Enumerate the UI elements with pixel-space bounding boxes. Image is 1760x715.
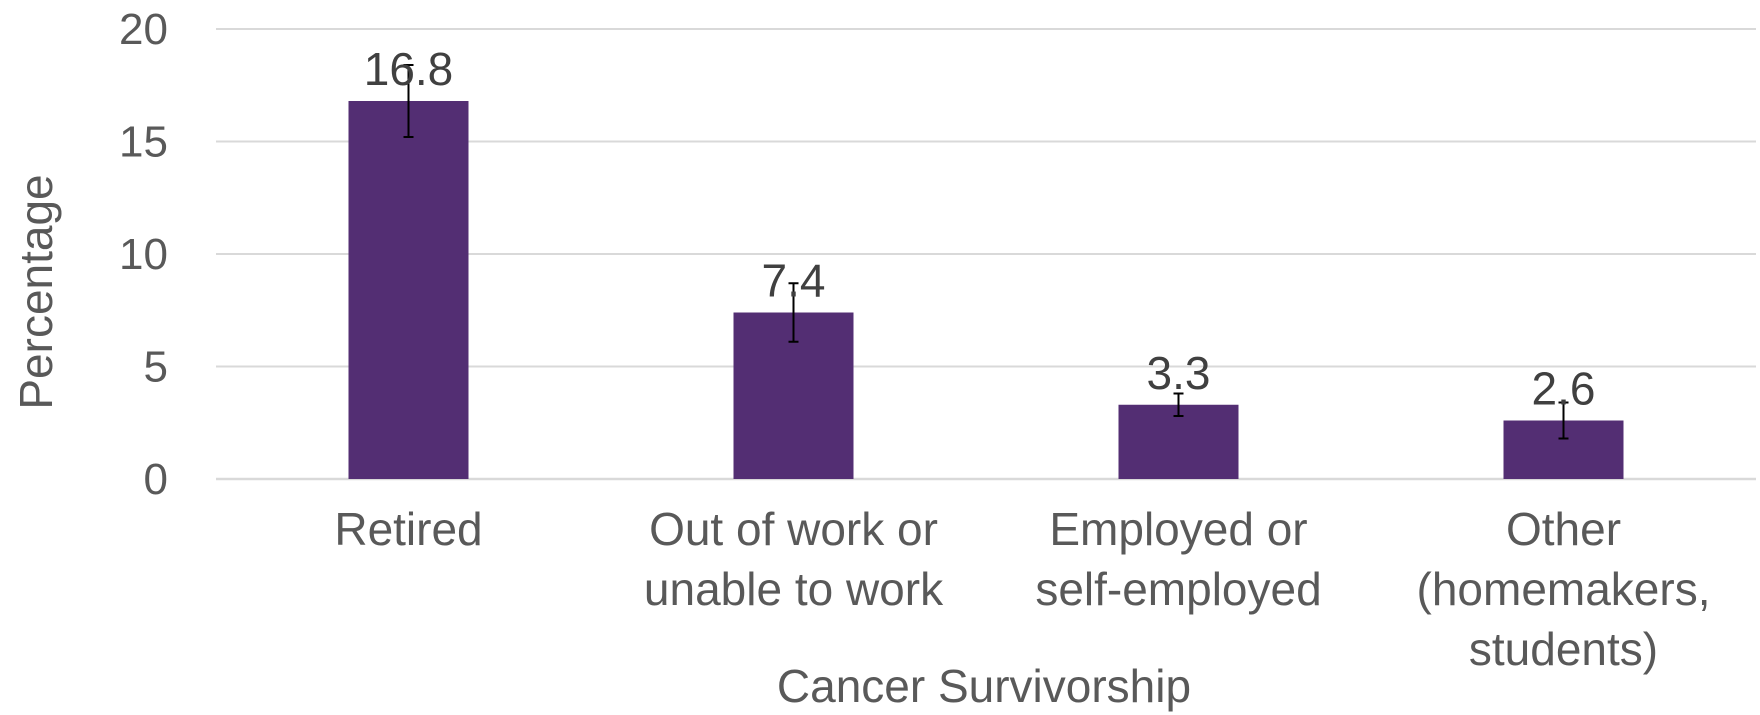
x-category-label: Out of work or [649, 503, 938, 555]
x-axis-title: Cancer Survivorship [777, 660, 1191, 712]
data-labels: 16.8 7.4 3.3 2.6 [364, 43, 1596, 415]
data-label: 3.3 [1147, 347, 1211, 399]
bar [1118, 404, 1239, 479]
error-bar [1173, 392, 1184, 417]
data-label: 2.6 [1532, 363, 1596, 415]
y-tick-label: 5 [144, 343, 168, 392]
error-bar [403, 64, 414, 138]
error-bar [1558, 401, 1569, 440]
x-category-label: unable to work [644, 563, 944, 615]
y-tick-label: 15 [119, 118, 168, 167]
x-category-labels: Retired Out of work or unable to work Emplo… [334, 503, 1710, 675]
bar [348, 101, 469, 479]
x-category-label: Employed or [1049, 503, 1307, 555]
x-category-label: Retired [334, 503, 482, 555]
data-label: 16.8 [364, 43, 454, 95]
x-category-label: self-employed [1035, 563, 1321, 615]
x-category-label: students) [1469, 623, 1658, 675]
gridlines [216, 28, 1756, 481]
y-axis-title: Percentage [10, 174, 62, 409]
bars [348, 101, 1624, 479]
x-category-label: (homemakers, [1417, 563, 1711, 615]
data-label: 7.4 [762, 255, 826, 307]
y-tick-label: 20 [119, 5, 168, 54]
x-category-label: Other [1506, 503, 1621, 555]
error-bars [403, 64, 1569, 440]
y-tick-labels: 0 5 10 15 20 [119, 5, 168, 504]
y-tick-label: 10 [119, 230, 168, 279]
error-bar [788, 282, 799, 343]
y-tick-label: 0 [144, 455, 168, 504]
